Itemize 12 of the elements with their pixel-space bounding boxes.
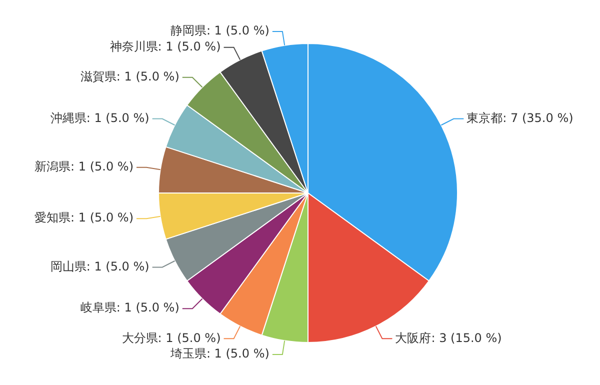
slice-label: 神奈川県: 1 (5.0 %) (110, 39, 221, 54)
slice-label: 東京都: 7 (35.0 %) (466, 110, 574, 125)
slice-label: 埼玉県: 1 (5.0 %) (169, 346, 270, 361)
slice-label: 新潟県: 1 (5.0 %) (34, 160, 134, 174)
slice-label: 愛知県: 1 (5.0 %) (34, 210, 134, 225)
slice-label: 沖縄県: 1 (5.0 %) (50, 110, 150, 125)
slice-label: 滋賀県: 1 (5.0 %) (80, 70, 180, 84)
slice-label: 岡山県: 1 (5.0 %) (50, 259, 150, 274)
slice-label: 静岡県: 1 (5.0 %) (170, 24, 270, 38)
slice-label: 大分県: 1 (5.0 %) (122, 330, 221, 345)
slice-label: 岐阜県: 1 (5.0 %) (80, 300, 180, 315)
slice-label: 大阪府: 3 (15.0 %) (395, 330, 502, 345)
